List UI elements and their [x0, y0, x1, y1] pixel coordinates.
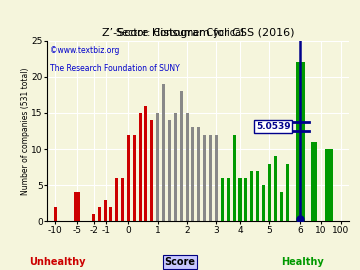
Bar [185, 113, 189, 221]
Bar [274, 156, 277, 221]
Bar [268, 164, 271, 221]
Bar [168, 120, 171, 221]
Bar [180, 91, 183, 221]
Title: Z’-Score Histogram for CSS (2016): Z’-Score Histogram for CSS (2016) [102, 28, 294, 38]
Bar [256, 171, 259, 221]
Bar [144, 106, 148, 221]
Bar [104, 200, 107, 221]
Bar [311, 142, 317, 221]
Text: Score: Score [165, 256, 195, 266]
Bar [132, 134, 136, 221]
Bar [296, 62, 305, 221]
Bar [74, 193, 80, 221]
Text: The Research Foundation of SUNY: The Research Foundation of SUNY [50, 64, 180, 73]
Bar [280, 193, 283, 221]
Y-axis label: Number of companies (531 total): Number of companies (531 total) [21, 67, 30, 195]
Bar [244, 178, 247, 221]
Bar [215, 134, 218, 221]
Bar [150, 120, 153, 221]
Bar [221, 178, 224, 221]
Bar [162, 84, 165, 221]
Bar [109, 207, 112, 221]
Bar [92, 214, 95, 221]
Bar [192, 127, 194, 221]
Bar [174, 113, 177, 221]
Text: ©www.textbiz.org: ©www.textbiz.org [50, 46, 119, 55]
Bar [197, 127, 201, 221]
Bar [227, 178, 230, 221]
Bar [156, 113, 159, 221]
Bar [238, 178, 242, 221]
Bar [127, 134, 130, 221]
Bar [325, 149, 333, 221]
Text: Unhealthy: Unhealthy [30, 256, 86, 266]
Bar [115, 178, 118, 221]
Bar [121, 178, 124, 221]
Bar [203, 134, 206, 221]
Bar [262, 185, 265, 221]
Bar [233, 134, 236, 221]
Bar [285, 164, 289, 221]
Bar [139, 113, 141, 221]
Bar [54, 207, 57, 221]
Text: Healthy: Healthy [281, 256, 324, 266]
Bar [250, 171, 253, 221]
Text: Sector: Consumer Cyclical: Sector: Consumer Cyclical [116, 28, 244, 38]
Bar [209, 134, 212, 221]
Bar [98, 207, 101, 221]
Text: 5.0539: 5.0539 [256, 122, 291, 131]
